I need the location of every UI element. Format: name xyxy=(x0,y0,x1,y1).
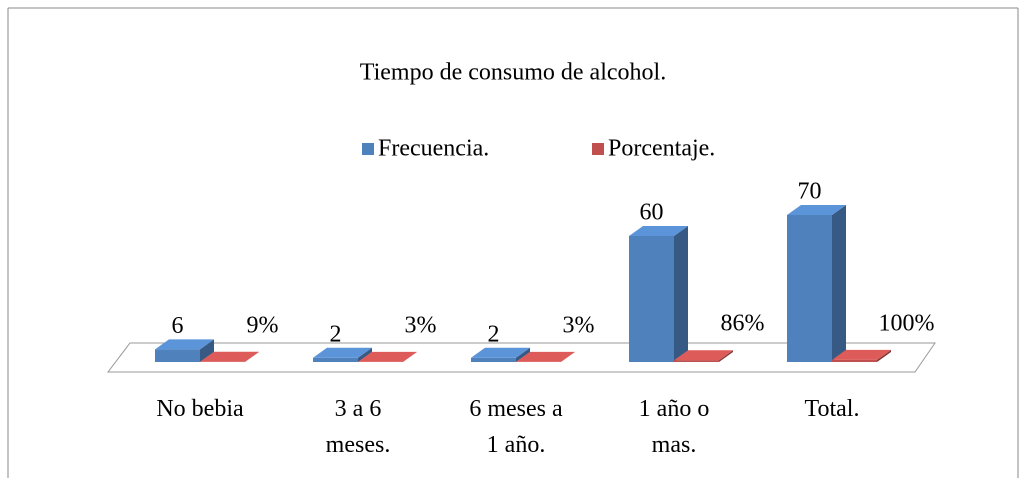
legend-label: Frecuencia. xyxy=(378,136,489,162)
bar xyxy=(629,236,674,362)
bar xyxy=(787,215,832,362)
data-label: 6 xyxy=(172,313,184,339)
bar-top xyxy=(313,347,372,358)
bar-side xyxy=(719,350,733,362)
bar-top xyxy=(832,349,891,360)
bar xyxy=(674,360,719,362)
data-label: 100% xyxy=(879,310,935,336)
bar-side xyxy=(403,351,417,362)
bar xyxy=(155,349,200,362)
chart-title: Tiempo de consumo de alcohol. xyxy=(360,60,666,86)
legend-swatch xyxy=(362,143,374,155)
bar-top xyxy=(674,350,733,361)
legend-label: Porcentaje. xyxy=(608,136,715,162)
legend-swatch xyxy=(592,143,604,155)
bar-top xyxy=(787,205,846,215)
data-label: 3% xyxy=(405,312,437,338)
bar xyxy=(471,357,516,362)
data-label: 9% xyxy=(247,312,279,338)
data-label: 3% xyxy=(563,312,595,338)
x-tick-label: No bebia xyxy=(156,396,244,422)
bar-top xyxy=(516,351,575,362)
bar-side xyxy=(358,347,372,362)
bar-side xyxy=(516,347,530,362)
bar-side xyxy=(245,351,259,362)
data-label: 2 xyxy=(488,321,500,347)
bar-side xyxy=(561,351,575,362)
bar-side xyxy=(200,339,214,362)
bar-side xyxy=(877,349,891,362)
bar-top xyxy=(200,351,259,362)
bar-side xyxy=(832,205,846,362)
x-tick-label: Total. xyxy=(805,396,860,422)
bar-top xyxy=(155,339,214,350)
x-tick-label: 3 a 6 meses. xyxy=(326,396,391,458)
data-label: 86% xyxy=(721,311,765,337)
bar-side xyxy=(674,226,688,362)
data-label: 2 xyxy=(330,321,342,347)
bar-top xyxy=(358,351,417,362)
bar-top xyxy=(629,226,688,236)
bar-top xyxy=(471,347,530,358)
bar xyxy=(313,357,358,362)
data-label: 60 xyxy=(640,200,664,226)
data-label: 70 xyxy=(798,179,822,205)
x-tick-label: 1 año o mas. xyxy=(639,396,710,458)
bar xyxy=(832,359,877,362)
